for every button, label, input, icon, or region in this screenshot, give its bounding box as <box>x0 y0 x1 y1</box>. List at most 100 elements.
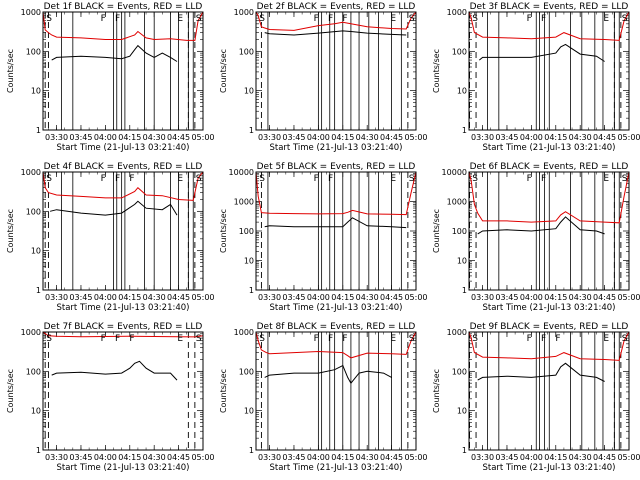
x-axis-label: Start Time (21-Jul-13 03:21:40) <box>57 303 190 313</box>
y-tick-label: 10 <box>31 407 41 416</box>
series-lld-line <box>255 171 417 216</box>
x-tick-label: 04:45 <box>380 453 403 462</box>
y-tick-label: 100 <box>452 367 467 376</box>
segment-marker: F <box>328 334 333 344</box>
y-tick-label: 1000 <box>234 8 254 17</box>
x-tick-label: 03:30 <box>258 453 281 462</box>
x-tick-label: 05:00 <box>617 293 640 302</box>
y-tick-label: 1 <box>36 446 41 455</box>
segment-marker: E <box>177 174 183 184</box>
segment-marker: F <box>115 174 120 184</box>
x-tick-label: 04:30 <box>356 453 379 462</box>
segment-marker: E <box>177 334 183 344</box>
x-tick-label: 05:00 <box>404 293 427 302</box>
y-tick-label: 100 <box>452 227 467 236</box>
x-axis-label: Start Time (21-Jul-13 03:21:40) <box>483 463 616 473</box>
series-events-line <box>477 362 605 382</box>
segment-marker: S <box>46 14 52 24</box>
segment-marker: S <box>622 174 628 184</box>
chart-panel-9: Det 9f BLACK = Events, RED = LLD 1 10 100 10… <box>432 322 640 473</box>
y-tick-label: 100 <box>26 47 41 56</box>
series-lld-line <box>42 171 204 201</box>
x-tick-label: 04:45 <box>380 133 403 142</box>
y-axis-label: Counts/sec <box>432 209 441 253</box>
series-lld-line <box>42 11 204 41</box>
x-tick-label: 04:15 <box>118 453 141 462</box>
y-tick-label: 10 <box>244 257 254 266</box>
segment-marker: E <box>390 334 396 344</box>
segment-marker: S <box>46 174 52 184</box>
chart-panel-6: Det 6f BLACK = Events, RED = LLD 1 10 100 10… <box>432 162 640 313</box>
segment-marker: F <box>527 14 532 24</box>
x-tick-label: 04:00 <box>307 133 330 142</box>
x-tick-label: 04:45 <box>593 293 616 302</box>
y-tick-label: 10000 <box>442 168 467 177</box>
segment-marker: S <box>409 14 415 24</box>
y-tick-label: 10 <box>244 87 254 96</box>
chart-panel-3: Det 3f BLACK = Events, RED = LLD 1 10 100 10… <box>432 2 640 153</box>
segment-marker: S <box>196 14 202 24</box>
y-axis-label: Counts/sec <box>432 49 441 93</box>
x-tick-label: 04:45 <box>167 133 190 142</box>
y-tick-label: 1 <box>36 126 41 135</box>
chart-title: Det 9f BLACK = Events, RED = LLD <box>470 322 629 332</box>
segment-marker: F <box>342 334 347 344</box>
x-tick-label: 04:00 <box>94 133 117 142</box>
x-tick-label: 03:45 <box>495 453 518 462</box>
x-tick-label: 03:30 <box>45 133 68 142</box>
x-tick-label: 04:15 <box>118 293 141 302</box>
y-tick-label: 100 <box>239 367 254 376</box>
segment-marker: S <box>472 174 478 184</box>
x-tick-label: 05:00 <box>404 453 427 462</box>
x-tick-label: 05:00 <box>404 133 427 142</box>
chart-title: Det 7f BLACK = Events, RED = LLD <box>44 322 203 332</box>
plot-frame <box>468 171 630 291</box>
chart-panel-1: Det 1f BLACK = Events, RED = LLD 1 10 100 10… <box>6 2 215 153</box>
x-tick-label: 03:30 <box>258 133 281 142</box>
x-tick-label: 05:00 <box>191 133 214 142</box>
x-tick-label: 04:15 <box>544 133 567 142</box>
y-axis-label: Counts/sec <box>6 49 15 93</box>
segment-marker: F <box>314 334 319 344</box>
series-lld-line <box>42 331 204 338</box>
y-tick-label: 1 <box>249 286 254 295</box>
x-tick-label: 05:00 <box>617 453 640 462</box>
series-lld-line <box>468 331 630 361</box>
y-tick-label: 1 <box>249 126 254 135</box>
x-tick-label: 04:30 <box>569 133 592 142</box>
chart-title: Det 3f BLACK = Events, RED = LLD <box>470 2 629 12</box>
segment-marker: F <box>129 334 134 344</box>
y-tick-label: 1000 <box>447 8 467 17</box>
series-lld-line <box>468 171 630 224</box>
y-tick-label: 10 <box>31 247 41 256</box>
chart-panel-8: Det 8f BLACK = Events, RED = LLD 1 10 100 10… <box>219 322 428 473</box>
y-tick-label: 1 <box>462 126 467 135</box>
segment-marker: S <box>196 334 202 344</box>
series-events-line <box>264 217 407 229</box>
x-tick-label: 03:45 <box>282 293 305 302</box>
y-tick-label: 10 <box>457 407 467 416</box>
chart-panel-7: Det 7f BLACK = Events, RED = LLD 1 10 100 10… <box>6 322 215 473</box>
segment-marker: F <box>541 174 546 184</box>
x-axis-label: Start Time (21-Jul-13 03:21:40) <box>483 143 616 153</box>
series-events-line <box>264 30 407 36</box>
x-axis-label: Start Time (21-Jul-13 03:21:40) <box>57 463 190 473</box>
y-tick-label: 1 <box>36 286 41 295</box>
segment-marker: F <box>129 174 134 184</box>
x-tick-label: 04:15 <box>544 453 567 462</box>
x-tick-label: 03:30 <box>45 453 68 462</box>
chart-title: Det 5f BLACK = Events, RED = LLD <box>257 162 416 172</box>
x-tick-label: 04:00 <box>307 453 330 462</box>
chart-title: Det 6f BLACK = Events, RED = LLD <box>470 162 629 172</box>
x-tick-label: 04:45 <box>167 293 190 302</box>
x-axis-label: Start Time (21-Jul-13 03:21:40) <box>270 143 403 153</box>
x-tick-label: 03:45 <box>69 133 92 142</box>
x-axis-label: Start Time (21-Jul-13 03:21:40) <box>270 303 403 313</box>
x-tick-label: 03:45 <box>495 293 518 302</box>
plot-frame <box>255 171 417 291</box>
segment-marker: S <box>622 334 628 344</box>
plot-frame <box>468 11 630 131</box>
segment-marker: F <box>527 174 532 184</box>
x-tick-label: 03:45 <box>69 293 92 302</box>
